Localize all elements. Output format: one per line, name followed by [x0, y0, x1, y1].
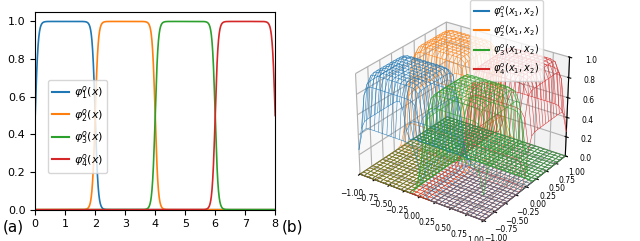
Text: (a): (a) [3, 219, 24, 234]
Legend: $\varphi_1^o(x)$, $\varphi_2^o(x)$, $\varphi_3^o(x)$, $\varphi_4^o(x)$: $\varphi_1^o(x)$, $\varphi_2^o(x)$, $\va… [48, 80, 108, 174]
Legend: $\varphi_1^o(x_1, x_2)$, $\varphi_2^o(x_1, x_2)$, $\varphi_3^o(x_1, x_2)$, $\var: $\varphi_1^o(x_1, x_2)$, $\varphi_2^o(x_… [470, 0, 543, 81]
Text: (b): (b) [282, 219, 303, 234]
